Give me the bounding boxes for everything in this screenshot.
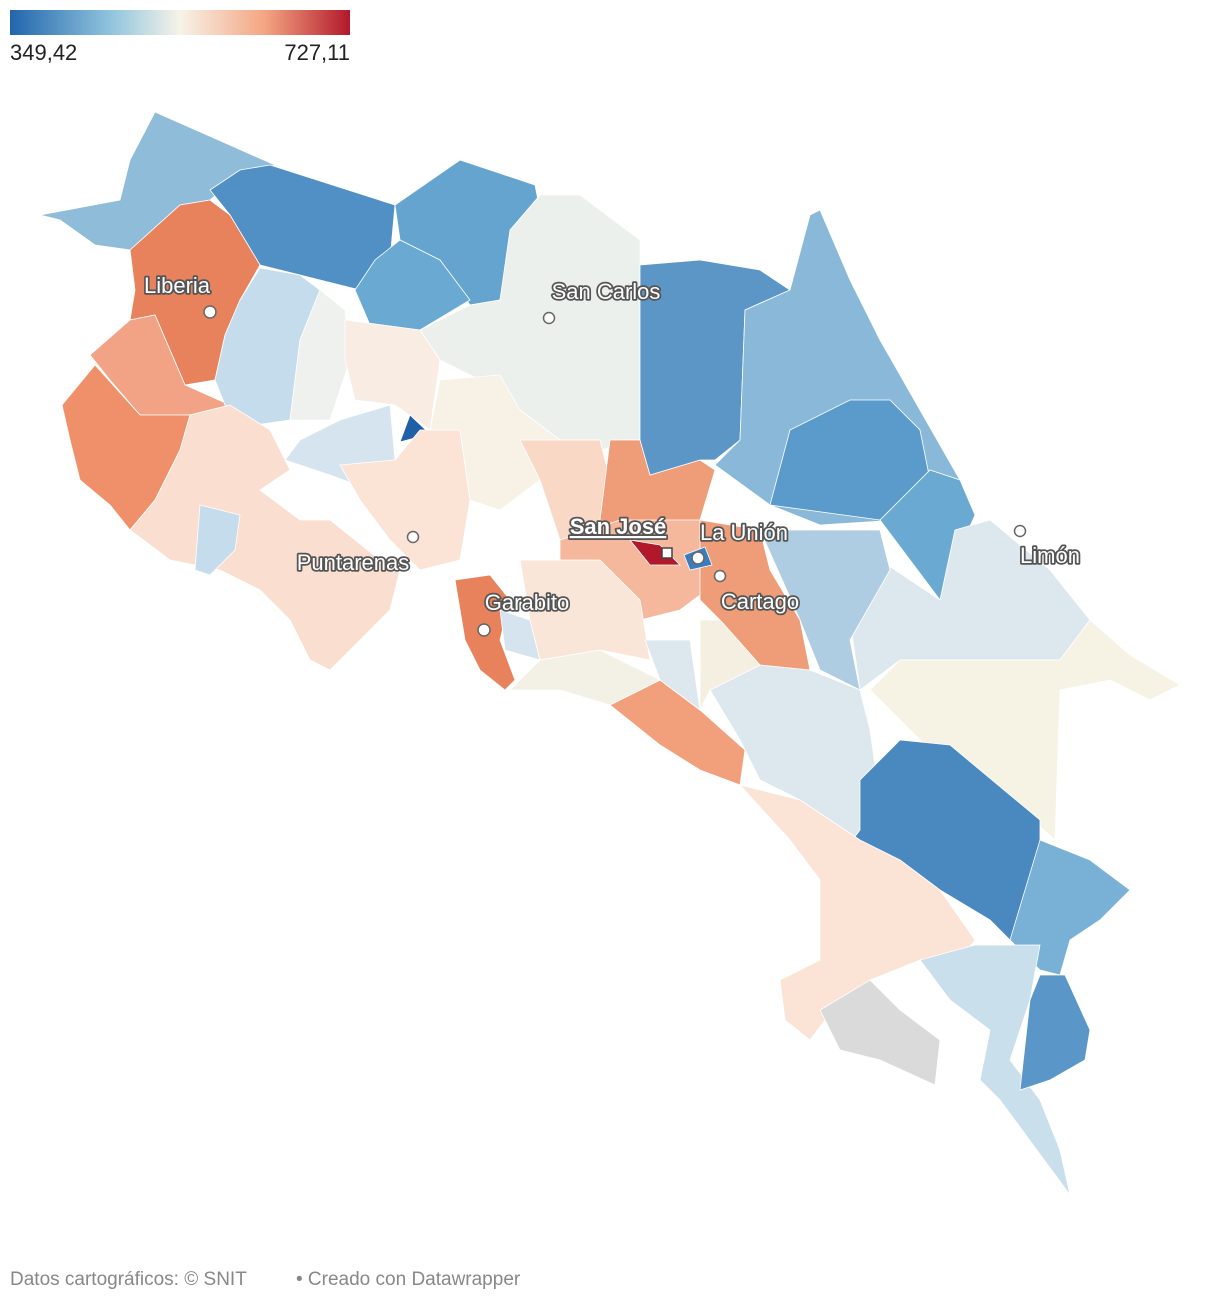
city-dot — [406, 530, 420, 544]
region — [519, 559, 651, 661]
legend-min-label: 349,42 — [10, 40, 77, 65]
city-label: Liberia — [144, 273, 211, 298]
city-dot — [713, 569, 727, 583]
region — [429, 374, 561, 511]
city-dot — [691, 551, 705, 565]
region — [339, 429, 471, 571]
legend-gradient — [10, 10, 350, 35]
footer-credit: • Creado con Datawrapper — [296, 1269, 521, 1290]
region — [759, 529, 891, 691]
footer-source: Datos cartográficos: © SNIT — [10, 1269, 247, 1290]
regions — [39, 111, 1181, 1196]
region — [129, 404, 401, 671]
city-label: La Unión — [700, 520, 788, 545]
region — [919, 944, 1071, 1196]
city-dot — [542, 311, 556, 325]
city-label: Puntarenas — [297, 550, 410, 575]
region — [194, 504, 241, 576]
city-label: Garabito — [485, 590, 569, 615]
city-dot — [477, 623, 491, 637]
city-labels: Liberia San Carlos San José La Unión Lim… — [142, 271, 1082, 637]
city-label: Cartago — [721, 589, 799, 614]
region — [819, 979, 941, 1086]
capital-marker — [661, 547, 673, 559]
city-dot — [1013, 524, 1027, 538]
region — [699, 619, 761, 711]
city-label: Limón — [1020, 543, 1080, 568]
legend-max-label: 727,11 — [284, 40, 350, 65]
region — [1019, 974, 1091, 1091]
capital-label: San José — [570, 514, 667, 539]
city-label: San Carlos — [552, 279, 661, 304]
city-dot — [203, 305, 217, 319]
